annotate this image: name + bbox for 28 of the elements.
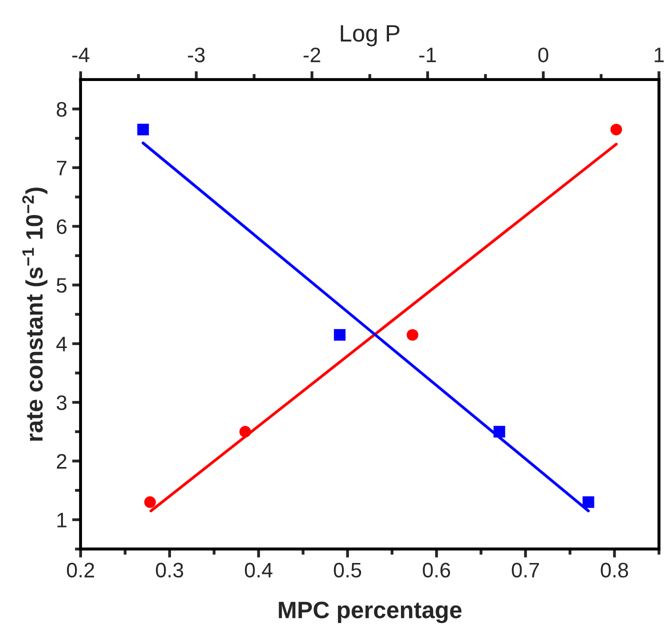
y-tick-label: 5	[56, 278, 67, 293]
x2-tick-label: -2	[304, 48, 320, 62]
point	[144, 496, 156, 508]
x-tick-label: 0.6	[422, 562, 450, 578]
y-tick-label: 7	[56, 160, 66, 176]
y-axis-title: rate constant (s$^{−1}$ 10$^{−2}$)	[22, 188, 48, 441]
x-tick-label: 0.3	[156, 562, 184, 578]
y-tick-label: 6	[56, 219, 67, 234]
y-tick-label: 2	[56, 454, 66, 469]
point	[406, 329, 418, 341]
x-tick-label: 0.2	[66, 562, 94, 578]
x2-axis-title: Log P	[340, 25, 400, 46]
x-tick-label: 0.5	[334, 562, 362, 578]
x-axis-title: MPC percentage	[278, 602, 462, 624]
y-tick-label: 8	[56, 102, 67, 117]
point	[239, 426, 252, 438]
y-tick-label: 3	[56, 395, 67, 410]
y-tick-label: 1	[57, 512, 66, 528]
x-tick-label: 0.7	[512, 562, 539, 578]
x2-tick-label: -3	[188, 48, 205, 62]
x2-tick-label: -1	[419, 48, 436, 62]
x2-tick-label: 0	[538, 48, 548, 62]
x-tick-label: 0.4	[244, 562, 272, 578]
x-tick-label: 0.8	[600, 562, 628, 578]
x2-tick-label: 1	[654, 48, 664, 62]
x2-tick-label: -4	[72, 48, 90, 62]
point	[610, 124, 622, 136]
y-tick-label: 4	[56, 336, 67, 352]
